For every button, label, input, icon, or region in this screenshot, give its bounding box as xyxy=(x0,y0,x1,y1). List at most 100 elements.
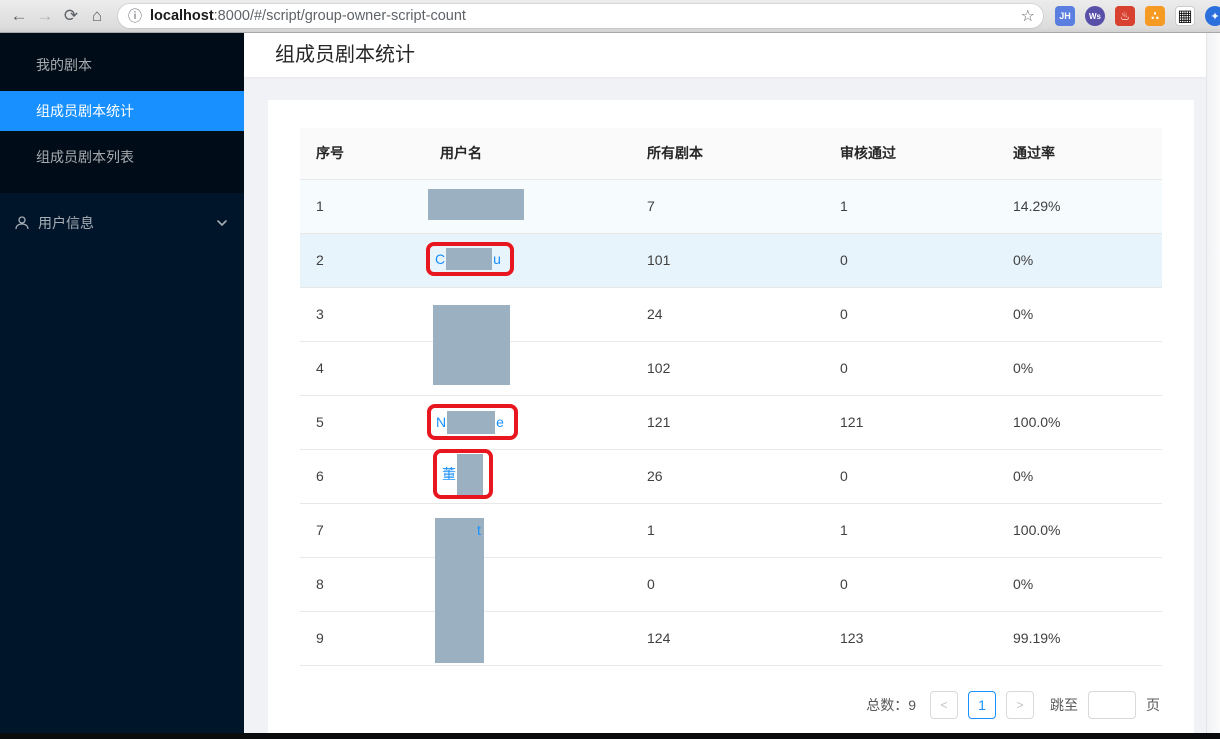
cell-approved: 0 xyxy=(824,449,997,504)
sidebar-item-my-scripts[interactable]: 我的剧本 xyxy=(36,57,92,73)
cell-approved: 121 xyxy=(824,395,997,450)
table-header-row: 序号 用户名 所有剧本 审核通过 通过率 xyxy=(300,128,1162,180)
sidebar-item-group-script-list[interactable]: 组成员剧本列表 xyxy=(36,149,134,165)
forward-icon[interactable]: → xyxy=(36,6,54,25)
table-row: 2 101 0 0% xyxy=(300,233,1162,288)
browser-toolbar: ← → ⟳ ⌂ ⓘ localhost:8000/#/script/group-… xyxy=(0,0,1220,33)
redaction-box xyxy=(446,248,493,270)
cell-all-scripts: 0 xyxy=(631,557,824,612)
chevron-down-icon xyxy=(217,220,227,227)
cell-pass-rate: 0% xyxy=(997,287,1162,342)
cell-index: 6 xyxy=(300,449,424,504)
scrollbar-track[interactable] xyxy=(1206,33,1220,733)
extension-ws-icon[interactable]: Ws xyxy=(1085,6,1105,26)
sidebar-item-group-script-stats[interactable]: 组成员剧本统计 xyxy=(0,91,244,131)
sidebar-item-user-info[interactable]: 用户信息 xyxy=(0,203,244,243)
annotation-highlight: C u xyxy=(426,242,514,276)
bookmark-star-icon[interactable]: ☆ xyxy=(1020,8,1035,25)
site-info-icon[interactable]: ⓘ xyxy=(128,8,142,24)
extension-qr-icon[interactable]: ▦ xyxy=(1175,6,1195,26)
username-link[interactable]: 董 xyxy=(442,466,456,482)
pagination-page-1-button[interactable]: 1 xyxy=(968,691,996,719)
table-row: 9 124 123 99.19% xyxy=(300,611,1162,666)
cell-all-scripts: 1 xyxy=(631,503,824,558)
annotation-highlight: 董 xyxy=(433,449,493,499)
cell-approved: 0 xyxy=(824,557,997,612)
jump-page-input[interactable] xyxy=(1088,691,1136,719)
redaction-box xyxy=(428,189,524,220)
sidebar-item-label: 用户信息 xyxy=(38,215,94,231)
url-text[interactable]: localhost:8000/#/script/group-owner-scri… xyxy=(150,8,1021,24)
cell-pass-rate: 0% xyxy=(997,233,1162,288)
cell-all-scripts: 121 xyxy=(631,395,824,450)
extension-tray: JH Ws ♨ ∴ ▦ ✦ xyxy=(1055,6,1220,26)
username-link[interactable]: t xyxy=(477,522,481,538)
home-icon[interactable]: ⌂ xyxy=(91,6,103,25)
address-bar[interactable]: ⓘ localhost:8000/#/script/group-owner-sc… xyxy=(118,4,1043,28)
cell-all-scripts: 101 xyxy=(631,233,824,288)
cell-approved: 0 xyxy=(824,233,997,288)
pagination: 总数：9 < 1 > 跳至 页 xyxy=(866,691,1162,719)
page-header: 组成员剧本统计 xyxy=(244,33,1220,77)
pagination-next-button[interactable]: > xyxy=(1006,691,1034,719)
cell-index: 5 xyxy=(300,395,424,450)
url-host: localhost xyxy=(150,8,214,24)
username-link[interactable]: C xyxy=(435,251,446,267)
pagination-unit-label: 页 xyxy=(1146,697,1160,713)
pagination-total-value: 9 xyxy=(908,697,916,713)
cell-index: 8 xyxy=(300,557,424,612)
table-row: 8 0 0 0% xyxy=(300,557,1162,612)
cell-pass-rate: 0% xyxy=(997,341,1162,396)
username-link[interactable]: N xyxy=(436,414,447,430)
username-link[interactable]: e xyxy=(496,414,504,430)
pagination-jump-label: 跳至 xyxy=(1050,697,1078,713)
column-header-approved: 审核通过 xyxy=(824,128,997,180)
cell-all-scripts: 102 xyxy=(631,341,824,396)
cell-all-scripts: 26 xyxy=(631,449,824,504)
content-card: 序号 用户名 所有剧本 审核通过 通过率 1 7 1 xyxy=(268,100,1194,733)
extension-red-icon[interactable]: ♨ xyxy=(1115,6,1135,26)
redaction-box xyxy=(435,518,484,663)
cell-pass-rate: 100.0% xyxy=(997,503,1162,558)
table-row: 3 24 0 0% xyxy=(300,287,1162,342)
main-content: 组成员剧本统计 序号 用户名 所有剧本 审核通过 通过率 xyxy=(244,33,1220,739)
cell-approved: 0 xyxy=(824,287,997,342)
cell-pass-rate: 100.0% xyxy=(997,395,1162,450)
cell-approved: 123 xyxy=(824,611,997,666)
cell-approved: 1 xyxy=(824,503,997,558)
reload-icon[interactable]: ⟳ xyxy=(63,6,79,25)
back-icon[interactable]: ← xyxy=(10,6,28,25)
extension-orange-icon[interactable]: ∴ xyxy=(1145,6,1165,26)
url-path: :8000/#/script/group-owner-script-count xyxy=(213,8,466,24)
cell-pass-rate: 0% xyxy=(997,449,1162,504)
cell-pass-rate: 14.29% xyxy=(997,179,1162,234)
table-row: 5 121 121 100.0% xyxy=(300,395,1162,450)
redaction-box xyxy=(433,305,510,385)
window-bottom-edge xyxy=(0,733,1220,739)
cell-index: 7 xyxy=(300,503,424,558)
cell-index: 2 xyxy=(300,233,424,288)
cell-all-scripts: 7 xyxy=(631,179,824,234)
cell-pass-rate: 99.19% xyxy=(997,611,1162,666)
table-row: 7 1 1 100.0% xyxy=(300,503,1162,558)
cell-index: 9 xyxy=(300,611,424,666)
sidebar: 我的剧本 组成员剧本统计 组成员剧本列表 用户信息 xyxy=(0,33,244,739)
username-link[interactable]: u xyxy=(493,251,501,267)
pagination-total: 总数：9 xyxy=(866,695,916,715)
cell-index: 3 xyxy=(300,287,424,342)
column-header-all-scripts: 所有剧本 xyxy=(631,128,824,180)
extension-blue-icon[interactable]: ✦ xyxy=(1205,6,1220,26)
cell-approved: 0 xyxy=(824,341,997,396)
extension-jh-icon[interactable]: JH xyxy=(1055,6,1075,26)
column-header-username: 用户名 xyxy=(424,128,631,180)
column-header-pass-rate: 通过率 xyxy=(997,128,1162,180)
redaction-box xyxy=(447,410,496,434)
redaction-box xyxy=(457,453,483,495)
cell-approved: 1 xyxy=(824,179,997,234)
table-row: 6 26 0 0% xyxy=(300,449,1162,504)
user-icon xyxy=(15,216,29,230)
cell-all-scripts: 124 xyxy=(631,611,824,666)
page-title: 组成员剧本统计 xyxy=(275,44,415,66)
pagination-prev-button[interactable]: < xyxy=(930,691,958,719)
